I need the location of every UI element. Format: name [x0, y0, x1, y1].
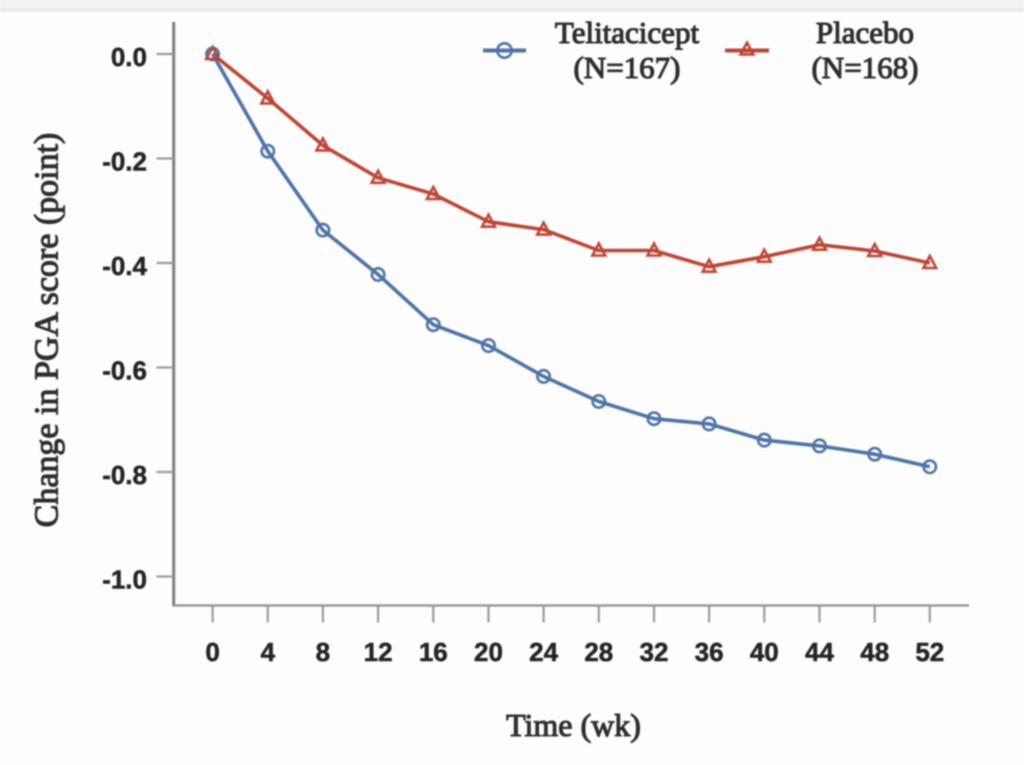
svg-text:48: 48	[860, 637, 889, 667]
svg-text:-1.0: -1.0	[102, 565, 147, 595]
svg-text:8: 8	[316, 637, 330, 667]
svg-text:28: 28	[584, 637, 613, 667]
svg-text:32: 32	[640, 637, 669, 667]
svg-text:-0.2: -0.2	[102, 147, 147, 177]
svg-text:Change in PGA score (point): Change in PGA score (point)	[29, 133, 66, 528]
svg-text:-0.8: -0.8	[102, 460, 147, 490]
svg-text:16: 16	[419, 637, 448, 667]
svg-text:Telitacicept: Telitacicept	[555, 15, 700, 50]
svg-text:12: 12	[364, 637, 393, 667]
svg-text:0.0: 0.0	[111, 42, 147, 72]
svg-text:20: 20	[474, 637, 503, 667]
svg-text:40: 40	[750, 637, 779, 667]
svg-text:(N=167): (N=167)	[573, 50, 680, 85]
svg-text:0: 0	[205, 637, 219, 667]
svg-text:4: 4	[261, 637, 276, 667]
svg-text:Time (wk): Time (wk)	[506, 707, 641, 743]
svg-text:52: 52	[915, 637, 944, 667]
svg-text:(N=168): (N=168)	[811, 50, 918, 85]
svg-text:24: 24	[529, 637, 558, 667]
svg-text:-0.6: -0.6	[102, 356, 147, 386]
svg-text:36: 36	[695, 637, 724, 667]
svg-text:44: 44	[805, 637, 834, 667]
svg-text:Placebo: Placebo	[816, 15, 914, 50]
svg-text:-0.4: -0.4	[102, 251, 147, 281]
